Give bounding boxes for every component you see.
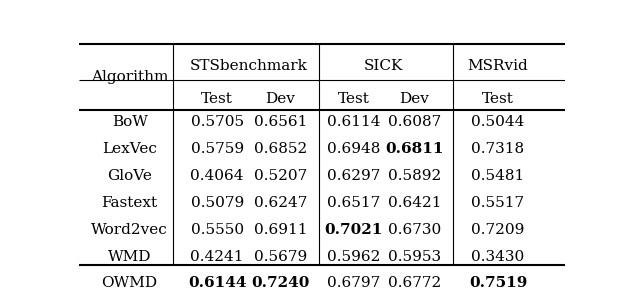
Text: 0.6772: 0.6772	[387, 276, 441, 290]
Text: Fastext: Fastext	[102, 196, 158, 210]
Text: 0.6797: 0.6797	[327, 276, 380, 290]
Text: 0.6087: 0.6087	[387, 115, 441, 129]
Text: Test: Test	[201, 92, 233, 105]
Text: 0.5759: 0.5759	[191, 142, 244, 156]
Text: 0.6730: 0.6730	[387, 223, 441, 237]
Text: 0.6517: 0.6517	[327, 196, 380, 210]
Text: 0.3430: 0.3430	[472, 250, 524, 264]
Text: 0.4064: 0.4064	[190, 169, 244, 183]
Text: Test: Test	[337, 92, 369, 105]
Text: Algorithm: Algorithm	[91, 70, 168, 84]
Text: 0.5892: 0.5892	[387, 169, 441, 183]
Text: LexVec: LexVec	[102, 142, 157, 156]
Text: 0.7519: 0.7519	[469, 276, 528, 290]
Text: WMD: WMD	[108, 250, 151, 264]
Text: 0.6421: 0.6421	[387, 196, 441, 210]
Text: 0.6852: 0.6852	[254, 142, 307, 156]
Text: Dev: Dev	[266, 92, 295, 105]
Text: Word2vec: Word2vec	[91, 223, 168, 237]
Text: 0.6561: 0.6561	[254, 115, 307, 129]
Text: OWMD: OWMD	[102, 276, 158, 290]
Text: SICK: SICK	[364, 59, 404, 73]
Text: 0.7209: 0.7209	[472, 223, 525, 237]
Text: 0.5481: 0.5481	[472, 169, 524, 183]
Text: 0.5044: 0.5044	[472, 115, 525, 129]
Text: 0.6811: 0.6811	[385, 142, 443, 156]
Text: Dev: Dev	[399, 92, 430, 105]
Text: 0.7318: 0.7318	[472, 142, 524, 156]
Text: Test: Test	[482, 92, 514, 105]
Text: 0.5953: 0.5953	[387, 250, 441, 264]
Text: 0.6948: 0.6948	[327, 142, 380, 156]
Text: 0.5550: 0.5550	[191, 223, 244, 237]
Text: 0.5962: 0.5962	[327, 250, 380, 264]
Text: MSRvid: MSRvid	[468, 59, 528, 73]
Text: 0.6144: 0.6144	[188, 276, 246, 290]
Text: 0.7240: 0.7240	[251, 276, 310, 290]
Text: 0.4241: 0.4241	[190, 250, 244, 264]
Text: BoW: BoW	[112, 115, 148, 129]
Text: 0.6297: 0.6297	[327, 169, 380, 183]
Text: 0.6114: 0.6114	[327, 115, 380, 129]
Text: 0.5679: 0.5679	[254, 250, 307, 264]
Text: GloVe: GloVe	[107, 169, 152, 183]
Text: 0.5079: 0.5079	[190, 196, 244, 210]
Text: STSbenchmark: STSbenchmark	[190, 59, 308, 73]
Text: 0.6247: 0.6247	[254, 196, 307, 210]
Text: 0.6911: 0.6911	[254, 223, 307, 237]
Text: 0.5705: 0.5705	[191, 115, 244, 129]
Text: 0.7021: 0.7021	[324, 223, 382, 237]
Text: 0.5207: 0.5207	[254, 169, 307, 183]
Text: 0.5517: 0.5517	[472, 196, 524, 210]
